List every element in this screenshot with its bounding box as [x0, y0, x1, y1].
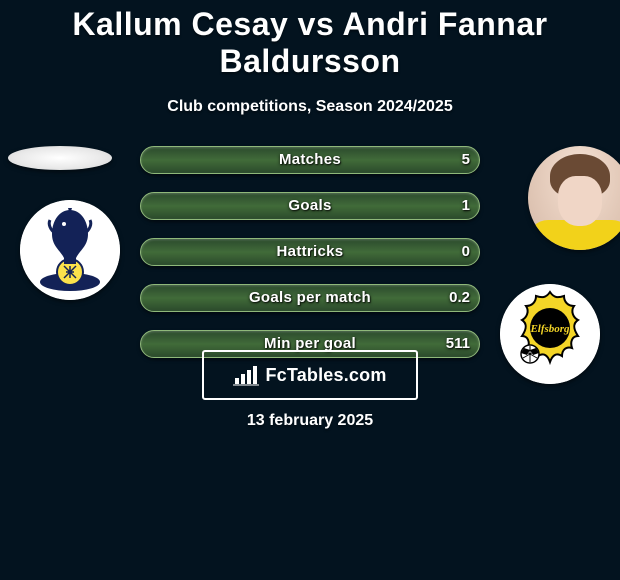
- stat-row: Goals 1: [140, 192, 480, 220]
- stat-label: Hattricks: [140, 238, 480, 266]
- stat-value: 511: [446, 330, 470, 358]
- stat-value: 5: [462, 146, 470, 174]
- stat-row: Goals per match 0.2: [140, 284, 480, 312]
- stat-value: 1: [462, 192, 470, 220]
- svg-text:Elfsborg: Elfsborg: [529, 323, 570, 335]
- stat-value: 0: [462, 238, 470, 266]
- stat-bars: Matches 5 Goals 1 Hattricks 0 Goals per …: [140, 146, 480, 376]
- stat-row: Hattricks 0: [140, 238, 480, 266]
- bar-chart-icon: [233, 364, 259, 386]
- player-left-avatar: [8, 146, 112, 170]
- brand-text: FcTables.com: [265, 365, 386, 386]
- stat-label: Goals per match: [140, 284, 480, 312]
- page-subtitle: Club competitions, Season 2024/2025: [0, 98, 620, 116]
- club-left-badge: [20, 200, 120, 300]
- stat-row: Matches 5: [140, 146, 480, 174]
- brand-box: FcTables.com: [202, 350, 418, 400]
- player-right-jersey: [528, 220, 620, 250]
- stat-label: Matches: [140, 146, 480, 174]
- footer-date: 13 february 2025: [0, 412, 620, 430]
- club-right-badge: Elfsborg: [500, 284, 600, 384]
- stat-label: Goals: [140, 192, 480, 220]
- tottenham-crest-icon: [20, 200, 120, 300]
- player-right-avatar: [528, 146, 620, 250]
- stat-value: 0.2: [449, 284, 470, 312]
- page-title: Kallum Cesay vs Andri Fannar Baldursson: [0, 0, 620, 80]
- elfsborg-crest-icon: Elfsborg: [500, 284, 600, 384]
